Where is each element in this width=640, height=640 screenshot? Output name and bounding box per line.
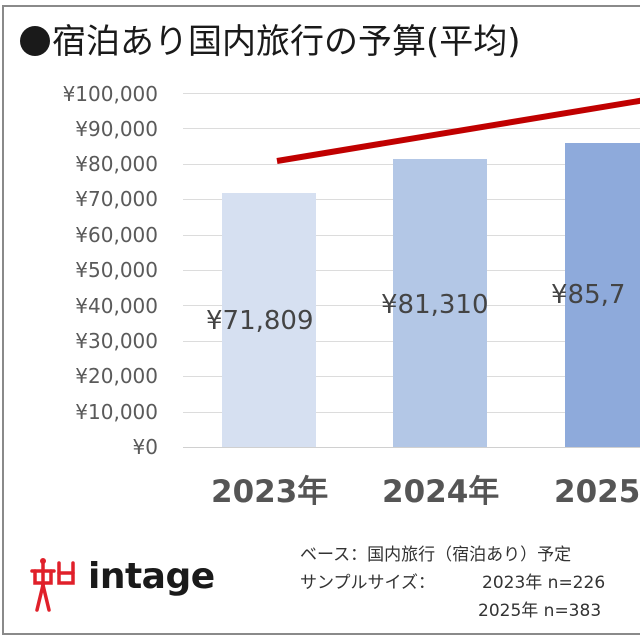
sample-size-label: サンプルサイズ： — [300, 573, 435, 593]
bar-2024 — [393, 159, 487, 447]
y-tick: ¥50,000 — [75, 258, 158, 282]
x-label-2023: 2023年 — [211, 474, 329, 510]
y-tick: ¥70,000 — [75, 187, 158, 211]
title-text: 宿泊あり国内旅行の予算(平均) — [52, 22, 521, 62]
bar-value-2025: ¥85,7 — [551, 280, 626, 310]
bar-2025 — [565, 143, 640, 447]
x-axis-line — [183, 447, 640, 448]
y-tick: ¥10,000 — [75, 400, 158, 424]
gridline — [183, 128, 640, 129]
chart-frame — [2, 5, 640, 635]
x-label-2025: 2025年 — [554, 474, 640, 510]
chart-title: 宿泊あり国内旅行の予算(平均) — [20, 14, 521, 63]
bullet-icon — [20, 25, 50, 56]
logo-text: intage — [88, 556, 215, 597]
intage-logo-icon — [30, 558, 75, 612]
bar-value-2024: ¥81,310 — [381, 290, 489, 320]
y-tick: ¥80,000 — [75, 152, 158, 176]
gridline — [183, 93, 640, 94]
sample-size-2023: 2023年 n=226 — [482, 573, 606, 593]
y-tick: ¥90,000 — [75, 117, 158, 141]
y-tick: ¥100,000 — [62, 82, 158, 106]
base-note: ベース：国内旅行（宿泊あり）予定 — [300, 545, 572, 565]
bar-value-2023: ¥71,809 — [206, 306, 314, 336]
sample-size-2025: 2025年 n=383 — [478, 601, 602, 621]
bar-2023 — [222, 193, 316, 447]
y-tick: ¥20,000 — [75, 364, 158, 388]
y-tick: ¥30,000 — [75, 329, 158, 353]
y-tick: ¥60,000 — [75, 223, 158, 247]
x-label-2024: 2024年 — [382, 474, 500, 510]
y-tick: ¥0 — [132, 435, 158, 459]
y-tick: ¥40,000 — [75, 294, 158, 318]
